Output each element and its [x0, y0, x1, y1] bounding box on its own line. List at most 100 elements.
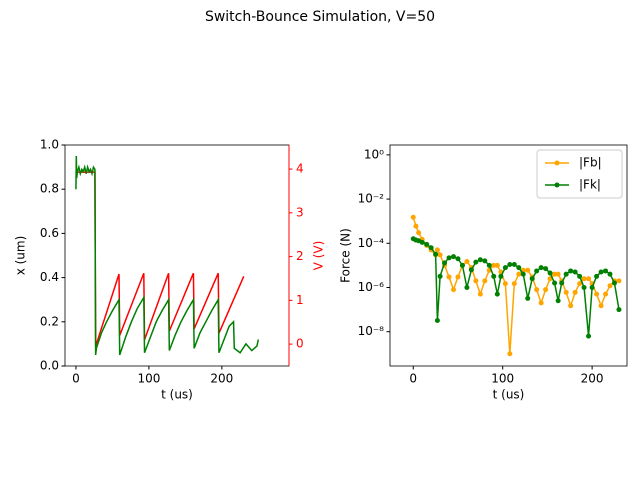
series-marker [538, 300, 544, 306]
series-marker [616, 307, 622, 313]
legend-marker [554, 160, 560, 166]
series-marker [450, 287, 456, 293]
series-marker [577, 281, 583, 287]
series-marker [473, 278, 479, 284]
series-marker [442, 260, 448, 266]
series-marker [577, 273, 583, 279]
series-line [75, 171, 245, 347]
series-marker [511, 261, 517, 267]
legend-label: |Fk| [579, 178, 601, 192]
axes-frame [389, 144, 628, 367]
series-marker [428, 245, 434, 251]
series-marker [459, 262, 465, 268]
series-marker [538, 265, 544, 271]
series-marker [581, 276, 587, 282]
series-marker [525, 267, 531, 273]
series-marker [416, 230, 422, 236]
series-marker [437, 252, 443, 258]
series-marker [572, 269, 578, 275]
y-tick-label: 0.4 [40, 270, 59, 284]
legend-marker [554, 182, 560, 188]
series-marker [433, 251, 439, 257]
series-marker [559, 280, 565, 286]
series-marker [586, 333, 592, 339]
x-tick-label: 0 [72, 372, 80, 386]
y-tick-label: 0.0 [40, 359, 59, 373]
x-tick-label: 100 [137, 372, 160, 386]
series-marker [555, 271, 561, 277]
series-marker [434, 247, 440, 253]
y-axis-label: x (um) [14, 236, 28, 276]
series-marker [494, 291, 500, 297]
series-marker [455, 274, 461, 280]
series-marker [477, 257, 483, 263]
series-marker [464, 284, 470, 290]
series-marker [589, 284, 595, 290]
x-tick-label: 100 [491, 372, 514, 386]
series-marker [516, 271, 522, 277]
y2-tick-label: 3 [296, 205, 304, 219]
series-marker [507, 351, 513, 357]
series-line [75, 156, 260, 356]
plot-area [75, 156, 260, 356]
series-marker [598, 303, 604, 309]
series-marker [586, 276, 592, 282]
y2-tick-label: 0 [296, 337, 304, 351]
series-marker [482, 258, 488, 264]
series-marker [450, 254, 456, 260]
series-marker [491, 273, 497, 279]
series-marker [424, 241, 430, 247]
y-tick-label: 0.2 [40, 314, 59, 328]
y-tick-label: 0.8 [40, 182, 59, 196]
series-marker [413, 223, 419, 229]
x-axis-label: t (us) [161, 388, 193, 402]
series-marker [507, 261, 513, 267]
series-marker [552, 271, 558, 277]
y-tick-label: 10⁻⁶ [358, 280, 385, 294]
series-marker [520, 271, 526, 277]
series-marker [616, 278, 622, 284]
y-tick-label: 1.0 [40, 138, 59, 152]
y-tick-label: 10⁻⁴ [358, 236, 385, 250]
series-marker [491, 262, 497, 268]
y2-tick-label: 2 [296, 249, 304, 263]
series-marker [525, 295, 531, 301]
series-marker [482, 278, 488, 284]
y2-tick-label: 4 [296, 162, 304, 176]
series-marker [572, 289, 578, 295]
x-axis-label: t (us) [493, 388, 525, 402]
series-marker [603, 291, 609, 297]
series-marker [552, 280, 558, 286]
series-marker [486, 262, 492, 268]
figure-title: Switch-Bounce Simulation, V=50 [205, 9, 435, 25]
series-marker [598, 269, 604, 275]
series-marker [502, 265, 508, 271]
y2-axis-label: V (V) [312, 241, 326, 271]
plot-area [410, 214, 622, 357]
y-tick-label: 0.6 [40, 226, 59, 240]
series-marker [594, 273, 600, 279]
y-tick-label: 10⁻⁸ [358, 324, 385, 338]
series-marker [419, 239, 425, 245]
series-marker [473, 259, 479, 265]
series-marker [502, 281, 508, 287]
series-marker [446, 255, 452, 261]
y-tick-label: 10⁰ [364, 147, 384, 161]
y-axis-label: Force (N) [339, 228, 353, 283]
series-marker [516, 265, 522, 271]
series-marker [511, 281, 517, 287]
series-marker [455, 256, 461, 262]
series-marker [611, 280, 617, 286]
series-marker [568, 268, 574, 274]
series-marker [446, 274, 452, 280]
series-marker [594, 291, 600, 297]
series-marker [410, 214, 416, 220]
series-marker [477, 291, 483, 297]
series-marker [529, 276, 535, 282]
series-marker [547, 270, 553, 276]
y-tick-label: 10⁻² [358, 192, 385, 206]
series-marker [607, 283, 613, 289]
series-marker [534, 268, 540, 274]
series-marker [437, 273, 443, 279]
